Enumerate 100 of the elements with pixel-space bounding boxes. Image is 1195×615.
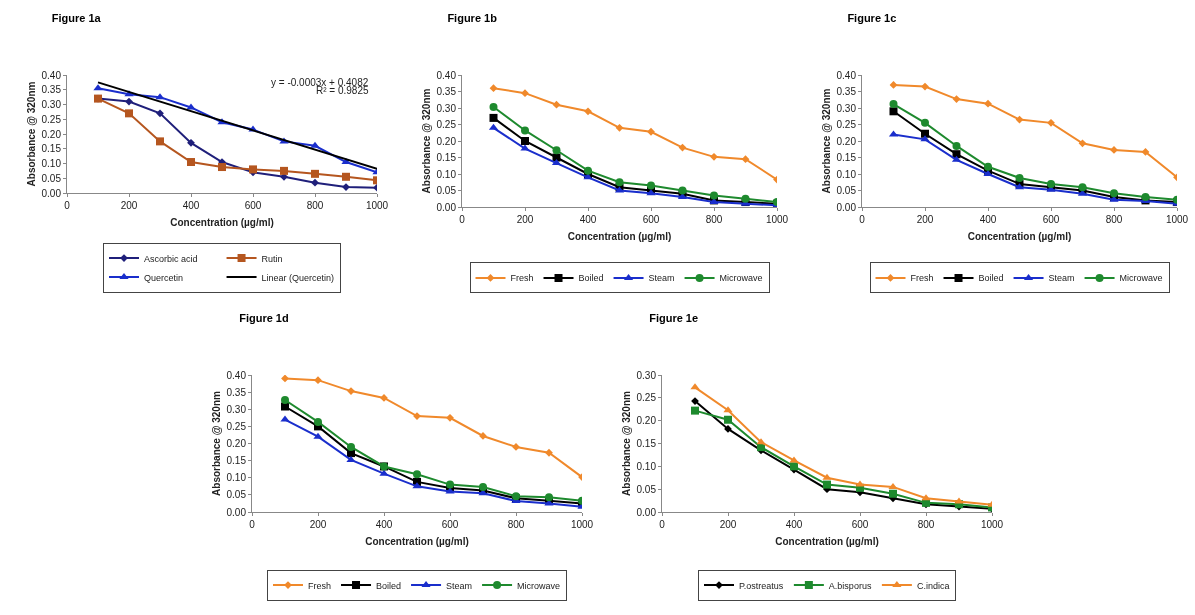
point	[520, 144, 530, 151]
x-tick-label: 1000	[765, 214, 789, 225]
y-tick-label: 0.20	[436, 135, 457, 147]
legend-label: Quercetin	[144, 272, 184, 283]
point	[647, 127, 655, 136]
y-tick-label: 0.20	[41, 128, 62, 140]
point	[889, 100, 898, 109]
y-tick-label: 0.25	[836, 119, 857, 130]
point	[723, 406, 733, 413]
point	[822, 473, 832, 480]
point	[615, 123, 624, 132]
y-tick-label: 0.35	[836, 86, 857, 97]
y-tick-label: 0.40	[41, 69, 62, 81]
point	[756, 438, 766, 445]
legend-label: Steam	[446, 580, 473, 591]
x-tick-label: 600	[441, 519, 459, 530]
point	[281, 375, 289, 383]
point	[379, 469, 389, 476]
point	[1110, 189, 1118, 198]
point	[280, 415, 290, 422]
x-tick-label: 1000	[1165, 214, 1189, 225]
y-axis-title: Absorbance @ 320nm	[620, 391, 632, 496]
chart-title: Figure 1e	[649, 311, 699, 324]
y-tick-label: 0.10	[636, 460, 657, 472]
y-tick-label: 0.15	[226, 455, 247, 467]
point	[647, 181, 655, 190]
y-tick-label: 0.10	[836, 168, 857, 180]
y-tick-label: 0.20	[836, 135, 857, 147]
y-tick-label: 0.10	[226, 472, 247, 484]
x-tick-label: 800	[507, 519, 525, 530]
point	[521, 89, 529, 98]
point	[489, 84, 498, 93]
y-tick-label: 0.00	[436, 201, 457, 213]
legend-label: Fresh	[910, 273, 934, 284]
y-tick-label: 0.30	[436, 102, 457, 114]
x-tick-label: 0	[659, 519, 666, 530]
y-tick-label: 0.30	[636, 369, 657, 381]
y-tick-label: 0.35	[226, 386, 247, 398]
point	[310, 141, 320, 148]
point	[311, 169, 319, 178]
y-tick-label: 0.00	[636, 506, 657, 518]
y-tick-label: 0.30	[226, 403, 247, 415]
point	[489, 103, 498, 112]
annotation: R² = 0.9825	[316, 85, 369, 96]
point	[413, 470, 421, 479]
legend-label: Fresh	[510, 273, 534, 284]
y-tick-label: 0.05	[41, 172, 62, 184]
y-tick-label: 0.15	[436, 152, 457, 163]
x-tick-label: 800	[1105, 214, 1123, 225]
y-tick-label: 0.20	[226, 438, 247, 449]
y-axis-title: Absorbance @ 320nm	[420, 88, 432, 194]
point	[125, 97, 133, 106]
y-tick-label: 0.00	[41, 187, 62, 199]
y-tick-label: 0.20	[636, 415, 657, 427]
point	[952, 95, 961, 103]
y-tick-label: 0.05	[836, 185, 857, 196]
legend-label: Steam	[1048, 273, 1075, 284]
point	[889, 81, 898, 89]
point	[724, 424, 732, 433]
point	[921, 82, 929, 91]
x-tick-label: 600	[642, 214, 660, 225]
point	[346, 455, 356, 462]
x-tick-label: 600	[244, 200, 262, 211]
point	[615, 178, 624, 187]
point	[584, 107, 592, 116]
point	[741, 155, 750, 164]
point	[984, 162, 992, 171]
point	[311, 178, 319, 187]
legend-label: Linear (Quercetin)	[261, 272, 335, 283]
point	[1047, 179, 1055, 188]
point	[280, 166, 288, 175]
point	[218, 163, 226, 172]
point	[888, 482, 898, 489]
y-tick-label: 0.10	[41, 158, 62, 169]
point	[710, 191, 718, 200]
point	[741, 194, 750, 203]
y-tick-label: 0.40	[836, 69, 857, 81]
x-tick-label: 1000	[980, 519, 1004, 530]
point	[952, 150, 961, 159]
point	[187, 158, 195, 167]
legend-label: Fresh	[308, 580, 332, 591]
x-tick-label: 600	[1042, 214, 1060, 225]
point	[855, 480, 865, 487]
x-axis-title: Concentration (µg/ml)	[567, 230, 672, 242]
point	[489, 113, 498, 122]
point	[552, 146, 561, 155]
x-tick-label: 200	[120, 200, 138, 211]
y-tick-label: 0.15	[836, 152, 857, 163]
point	[823, 480, 831, 489]
chart-title: Figure 1c	[847, 11, 897, 24]
point	[552, 100, 561, 109]
point	[724, 415, 732, 424]
point	[347, 442, 355, 451]
legend-label: P.ostreatus	[739, 580, 784, 591]
x-axis-title: Concentration (µg/ml)	[170, 216, 274, 228]
point	[1141, 147, 1150, 156]
y-tick-label: 0.25	[41, 113, 62, 125]
x-tick-label: 200	[719, 519, 737, 530]
x-tick-label: 0	[249, 519, 256, 530]
point	[545, 448, 553, 457]
